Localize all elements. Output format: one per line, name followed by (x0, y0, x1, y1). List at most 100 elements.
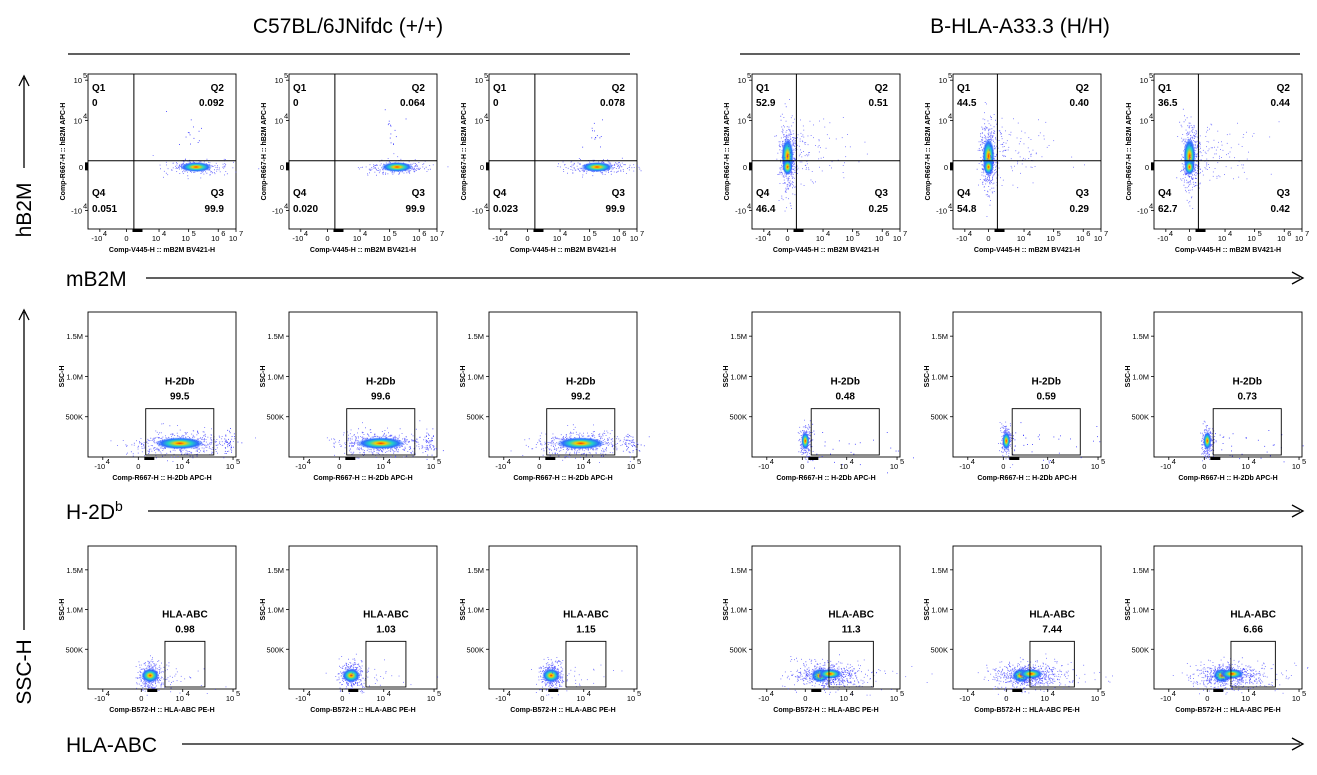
y-tick-label: 1.0M (267, 606, 284, 615)
b2m-rare-dot (390, 124, 391, 126)
ssc-spread-dot (832, 448, 834, 450)
x-tick-exp: 7 (640, 229, 644, 238)
ssc-population-density (356, 437, 405, 450)
gate-value: 11.3 (842, 624, 861, 635)
b2m-spread-dot (798, 145, 800, 147)
ssc-spread-dot (855, 685, 857, 687)
b2m-spread-dot (803, 129, 805, 131)
x-tick-exp: 5 (900, 689, 904, 698)
y-axis-label: SSC-H (460, 366, 467, 388)
b2m-spread-dot (1226, 142, 1228, 144)
ssc-spread-dot (1083, 664, 1085, 666)
b2m-spread-dot (807, 155, 809, 157)
b2m-spread-dot (1048, 145, 1050, 146)
x-tick-exp: 4 (770, 457, 774, 466)
ssc-spread-dot (848, 667, 850, 669)
b2m-rare-dot (602, 119, 603, 121)
ssc-spread-dot (426, 442, 428, 443)
x-tick-label: 10 (229, 234, 237, 243)
b2m-rare-dot (593, 122, 595, 124)
x-tick-exp: 5 (1302, 457, 1306, 466)
ssc-spread-dot (167, 677, 169, 679)
ssc-spread-dot (175, 668, 177, 670)
ssc-spread-dot (1259, 672, 1261, 674)
x-tick-label: 0 (325, 234, 329, 243)
b2m-spread-dot (1005, 156, 1006, 157)
b2m-spread-dot (997, 147, 999, 149)
b2m-spread-dot (806, 160, 808, 162)
b2m-spread-dot (820, 157, 822, 159)
x-tick-exp: 4 (587, 689, 591, 698)
ssc-spread-dot (853, 683, 855, 685)
b2m-spread-dot (789, 158, 791, 160)
y-tick-label: 500K (930, 413, 948, 422)
b2m-spread-dot (1214, 146, 1215, 148)
b2m-spread-dot (1019, 156, 1021, 158)
ssc-spread-dot (1099, 441, 1101, 443)
x-tick-exp: 5 (1057, 229, 1061, 238)
b2m-spread-dot (1017, 122, 1019, 124)
ssc-spread-dot (228, 445, 230, 447)
b2m-rare-dot (405, 118, 407, 120)
ssc-spread-dot (375, 674, 377, 676)
b2m-spread-dot (1196, 173, 1198, 175)
y-tick-label: 0 (79, 163, 83, 172)
ssc-spread-dot (163, 678, 165, 680)
gate-value: 7.44 (1042, 624, 1062, 635)
x-tick-label: 10 (1091, 462, 1099, 471)
ssc-spread-dot (1059, 684, 1061, 686)
y-axis-label: SSC-H (59, 599, 66, 621)
y-tick-label: -10 (472, 206, 483, 215)
ssc-spread-dot (1054, 673, 1056, 675)
b2m-spread-dot (842, 165, 844, 166)
b2m-spread-dot (793, 142, 795, 144)
b2m-rare-dot (185, 136, 187, 138)
ssc-spread-dot (878, 669, 880, 670)
b2m-spread-dot (1003, 146, 1005, 147)
x-tick-label: 10 (840, 694, 848, 703)
x-tick-label: 10 (181, 234, 189, 243)
ssc-spread-dot (560, 679, 561, 681)
row-x-arrowhead-h2d (1291, 504, 1305, 518)
ssc-spread-dot (1222, 443, 1224, 444)
ssc-spread-dot (430, 441, 432, 443)
ssc-spread-dot (426, 432, 428, 434)
b2m-spread-dot (1032, 149, 1034, 151)
ssc-spread-dot (353, 684, 354, 686)
ssc-spread-dot (1277, 688, 1278, 690)
ssc-spread-dot (560, 674, 562, 676)
y-tick-label: 1.0M (66, 372, 83, 381)
ssc-population-dots (326, 420, 435, 459)
ssc-spread-dot (361, 684, 363, 686)
b2m-spread-dot (790, 151, 792, 153)
b2m-spread-dot (989, 145, 991, 147)
b2m-spread-dot (1025, 166, 1027, 168)
y-tick-exp: 4 (1149, 201, 1153, 210)
b2m-spread-dot (1209, 179, 1211, 181)
ssc-spread-dot (636, 442, 638, 444)
ssc-spread-dot (1044, 674, 1046, 676)
ssc-spread-dot (1027, 684, 1028, 686)
b2m-spread-dot (824, 126, 826, 128)
quadrant-name-q2: Q2 (412, 83, 426, 94)
b2m-spread-dot (790, 152, 791, 154)
y-tick-label: -10 (272, 206, 283, 215)
ssc-spread-dot (430, 448, 432, 450)
x-tick-label: 0 (785, 234, 789, 243)
x-tick-exp: 4 (1228, 229, 1232, 238)
ssc-spread-dot (552, 672, 553, 674)
ssc-spread-dot (1238, 681, 1240, 683)
y-tick-label: 1.0M (66, 606, 83, 615)
ssc-spread-dot (224, 438, 226, 440)
b2m-spread-dot (1212, 157, 1214, 159)
ssc-spread-dot (896, 673, 898, 674)
ssc-spread-dot (824, 680, 826, 682)
y-tick-label: 0 (280, 163, 284, 172)
b2m-spread-dot (1031, 167, 1033, 168)
quadrant-value-q4: 62.7 (1158, 204, 1178, 215)
gate-name: H-2Db (366, 377, 395, 388)
b2m-spread-dot (1207, 126, 1208, 128)
x-tick-exp: 4 (103, 229, 107, 238)
y-tick-label: 1.0M (1132, 372, 1149, 381)
ssc-spread-dot (428, 433, 429, 435)
